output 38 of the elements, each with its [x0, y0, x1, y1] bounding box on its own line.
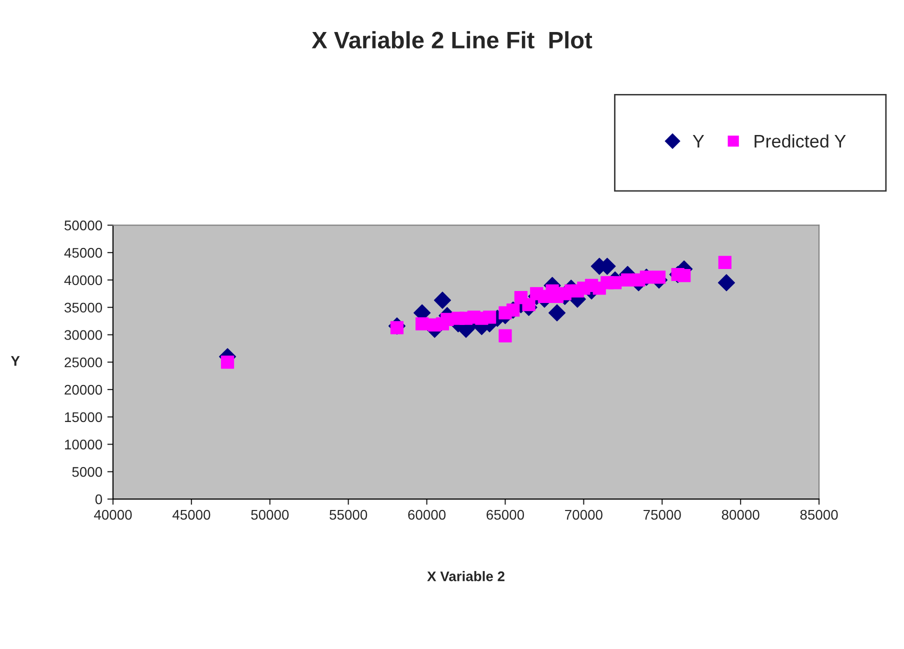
point [434, 292, 452, 309]
y-tick-label: 15000 [65, 412, 102, 422]
y-tick-label: 40000 [64, 275, 102, 286]
point [652, 270, 666, 284]
point [718, 274, 736, 292]
y-tick-label: 5000 [72, 467, 102, 477]
legend-label: Predicted Y [754, 134, 846, 148]
y-tick-label: 10000 [65, 440, 102, 450]
y-tick-label: 50000 [64, 220, 102, 230]
point [220, 356, 234, 369]
y-tick-label: 0 [95, 494, 102, 504]
x-tick-label: 65000 [486, 510, 524, 520]
point [498, 329, 512, 342]
point [522, 298, 536, 312]
y-tick-label: 20000 [64, 384, 102, 395]
x-tick-label: 75000 [644, 510, 681, 520]
x-tick-label: 80000 [722, 510, 760, 520]
x-tick-label: 45000 [172, 510, 210, 520]
legend-label: Y [692, 135, 704, 148]
point [416, 317, 429, 330]
y-tick-label: 30000 [64, 330, 102, 340]
x-axis-title: X Variable 2 [427, 571, 504, 582]
chart-title: X Variable 2 Line Fit Plot [312, 31, 592, 49]
y-axis-title: Y [10, 356, 20, 366]
x-tick-label: 40000 [94, 510, 132, 520]
point [608, 276, 622, 290]
point [718, 256, 732, 270]
y-tick-label: 35000 [64, 302, 102, 313]
x-tick-label: 70000 [565, 510, 602, 520]
x-tick-label: 55000 [330, 510, 368, 520]
point [548, 304, 566, 322]
point [678, 269, 691, 282]
x-tick-label: 60000 [408, 510, 446, 520]
y-tick-label: 25000 [64, 357, 102, 368]
x-tick-label: 50000 [251, 510, 289, 520]
point [482, 310, 496, 324]
x-tick-label: 85000 [800, 510, 838, 520]
y-tick-label: 45000 [64, 248, 102, 258]
